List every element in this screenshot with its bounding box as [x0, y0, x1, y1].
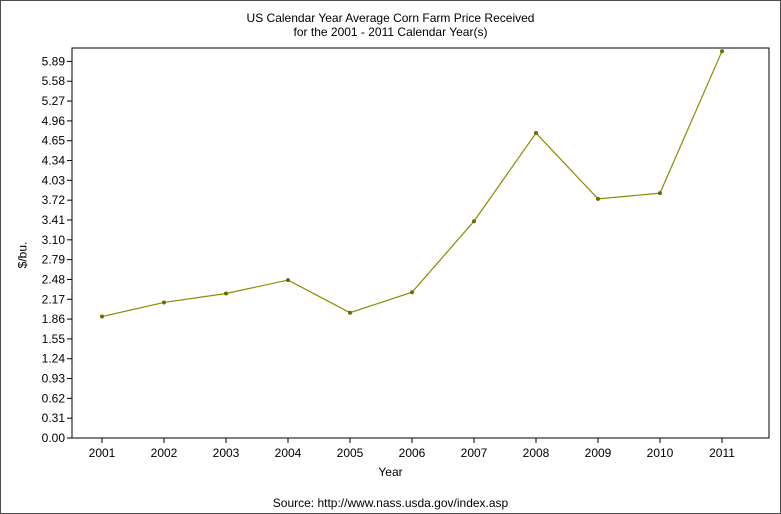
y-tick-label: 0.93 [42, 372, 66, 386]
x-tick-label: 2002 [151, 446, 178, 460]
y-tick-label: 0.31 [42, 411, 66, 425]
y-tick-label: 3.41 [42, 213, 66, 227]
data-point [100, 314, 104, 319]
data-point [658, 191, 662, 196]
y-tick-label: 4.03 [42, 173, 66, 187]
x-tick-label: 2003 [213, 446, 240, 460]
y-tick-label: 1.24 [42, 352, 66, 366]
series-line [101, 50, 723, 318]
y-tick-label: 4.96 [42, 114, 66, 128]
x-tick-label: 2001 [89, 446, 116, 460]
chart-subtitle: for the 2001 - 2011 Calendar Year(s) [293, 25, 488, 39]
x-tick-label: 2008 [523, 446, 550, 460]
y-tick-label: 3.72 [42, 193, 66, 207]
y-tick-label: 3.10 [42, 233, 66, 247]
y-tick-label: 2.79 [42, 253, 66, 267]
y-tick-label: 4.34 [42, 154, 66, 168]
y-tick-label: 5.58 [42, 74, 66, 88]
chart-source: Source: http://www.nass.usda.gov/index.a… [272, 496, 509, 510]
data-point [162, 300, 166, 305]
x-tick-label: 2005 [337, 446, 364, 460]
data-point [348, 310, 352, 315]
y-tick-label: 4.65 [42, 134, 66, 148]
x-tick-label: 2009 [585, 446, 612, 460]
data-point [720, 49, 724, 54]
y-tick-label: 0.62 [42, 391, 66, 405]
y-tick-label: 0.00 [42, 431, 66, 445]
y-tick-label: 2.48 [42, 272, 66, 286]
y-tick-label: 5.27 [42, 94, 66, 108]
data-point [534, 131, 538, 136]
data-point [286, 278, 290, 283]
data-point [410, 290, 414, 295]
data-point [224, 291, 228, 296]
data-point [596, 196, 600, 201]
y-tick-label: 1.55 [42, 332, 66, 346]
plot-area [71, 47, 770, 439]
y-tick-label: 2.17 [42, 292, 66, 306]
x-tick-label: 2011 [709, 446, 735, 460]
x-tick-label: 2004 [275, 446, 302, 460]
x-tick-label: 2006 [399, 446, 426, 460]
y-tick-label: 1.86 [42, 312, 66, 326]
y-tick-label: 5.89 [42, 54, 66, 68]
x-tick-label: 2007 [461, 446, 488, 460]
chart-title: US Calendar Year Average Corn Farm Price… [246, 11, 535, 25]
x-axis-label: Year [378, 465, 403, 479]
data-point [472, 219, 476, 224]
x-tick-label: 2010 [647, 446, 674, 460]
